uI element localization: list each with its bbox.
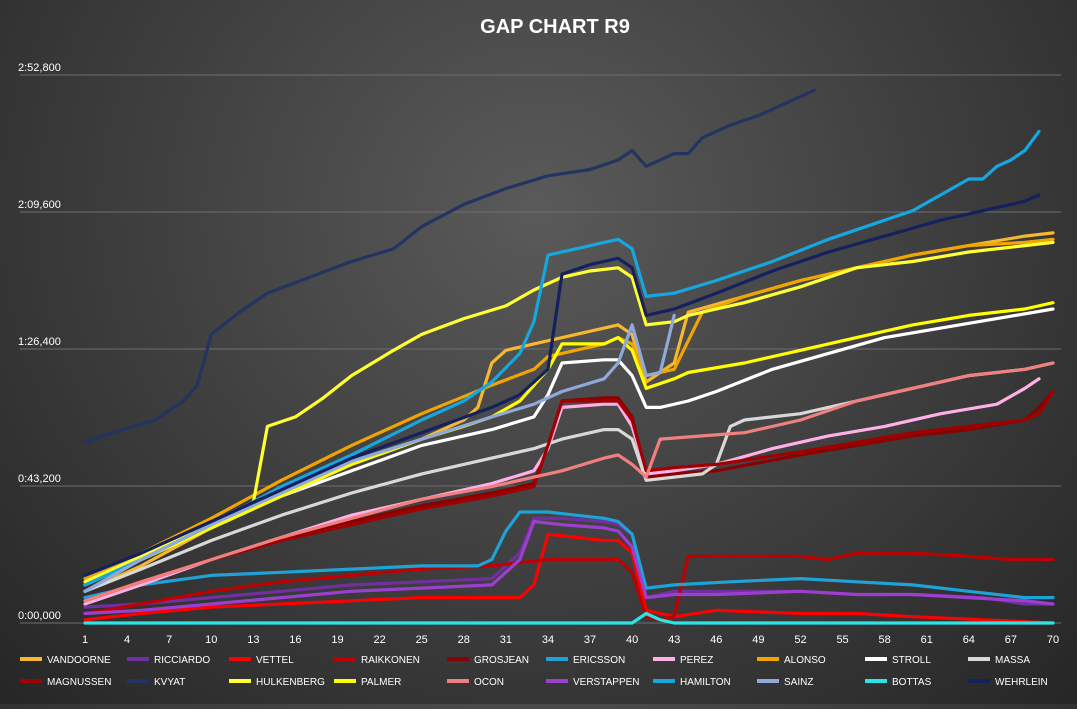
y-tick-label: 2:52,800 bbox=[18, 62, 61, 74]
x-tick-label: 52 bbox=[794, 634, 806, 646]
x-tick-label: 19 bbox=[331, 634, 343, 646]
legend-label: KVYAT bbox=[154, 677, 185, 688]
legend-item-kvyat: KVYAT bbox=[127, 677, 185, 688]
legend-label: HAMILTON bbox=[680, 677, 731, 688]
x-tick-label: 31 bbox=[500, 634, 512, 646]
series-line-verstappen bbox=[83, 519, 1055, 616]
series-line-raikkonen bbox=[83, 551, 1055, 622]
series-line-kvyat bbox=[83, 88, 817, 444]
y-tick-label: 0:43,200 bbox=[18, 473, 61, 485]
legend-item-ocon: OCON bbox=[447, 677, 504, 688]
legend-item-vettel: VETTEL bbox=[229, 655, 294, 666]
legend-label: VETTEL bbox=[256, 655, 294, 666]
legend-label: STROLL bbox=[892, 655, 931, 666]
legend-label: ERICSSON bbox=[573, 655, 625, 666]
series-line-sainz bbox=[83, 313, 676, 593]
legend-label: PEREZ bbox=[680, 655, 713, 666]
x-tick-label: 70 bbox=[1047, 634, 1059, 646]
legend-item-magnussen: MAGNUSSEN bbox=[20, 677, 111, 688]
series-line-alonso bbox=[83, 237, 1055, 581]
legend-item-hulkenberg: HULKENBERG bbox=[229, 677, 325, 688]
x-tick-label: 43 bbox=[668, 634, 680, 646]
legend-item-palmer: PALMER bbox=[334, 677, 401, 688]
y-tick-label: 0:00,000 bbox=[18, 610, 61, 622]
x-tick-label: 4 bbox=[124, 634, 130, 646]
legend-item-raikkonen: RAIKKONEN bbox=[334, 655, 420, 666]
x-tick-label: 13 bbox=[247, 634, 259, 646]
series-line-massa bbox=[83, 361, 1055, 593]
x-tick-label: 22 bbox=[373, 634, 385, 646]
series-line-wehrlein bbox=[83, 193, 1041, 577]
series-line-ericsson bbox=[83, 510, 1055, 600]
legend-item-alonso: ALONSO bbox=[757, 655, 826, 666]
legend-label: ALONSO bbox=[784, 655, 826, 666]
legend-label: WEHRLEIN bbox=[995, 677, 1048, 688]
x-tick-label: 16 bbox=[289, 634, 301, 646]
legend-label: RAIKKONEN bbox=[361, 655, 420, 666]
legend-item-hamilton: HAMILTON bbox=[653, 677, 731, 688]
x-tick-label: 58 bbox=[879, 634, 891, 646]
series-line-hulkenberg bbox=[83, 240, 1055, 584]
x-tick-label: 7 bbox=[166, 634, 172, 646]
x-tick-label: 64 bbox=[963, 634, 975, 646]
legend-label: GROSJEAN bbox=[474, 655, 529, 666]
x-tick-label: 67 bbox=[1005, 634, 1017, 646]
y-axis: 0:00,000 0:43,200 1:26,400 2:09,600 2:52,800 bbox=[18, 62, 61, 622]
series-line-hamilton bbox=[83, 129, 1041, 587]
legend-label: RICCIARDO bbox=[154, 655, 210, 666]
legend-label: MASSA bbox=[995, 655, 1030, 666]
series-layer bbox=[83, 88, 1055, 625]
legend: VANDOORNE RICCIARDO VETTEL RAIKKONEN GROSJEA… bbox=[20, 655, 1048, 688]
legend-label: VANDOORNE bbox=[47, 655, 111, 666]
legend-label: SAINZ bbox=[784, 677, 813, 688]
legend-item-perez: PEREZ bbox=[653, 655, 713, 666]
legend-item-massa: MASSA bbox=[968, 655, 1030, 666]
x-tick-label: 10 bbox=[205, 634, 217, 646]
x-tick-label: 61 bbox=[921, 634, 933, 646]
series-line-bottas bbox=[83, 611, 1055, 625]
chart-title: GAP CHART R9 bbox=[480, 16, 630, 38]
x-axis: 1 4 7 10 13 16 19 22 25 28 31 34 37 40 43 46 49 52 55 58 61 6… bbox=[82, 634, 1059, 646]
x-tick-label: 25 bbox=[416, 634, 428, 646]
legend-item-ericsson: ERICSSON bbox=[546, 655, 625, 666]
series-line-vettel bbox=[83, 532, 1055, 625]
legend-label: HULKENBERG bbox=[256, 677, 325, 688]
series-line-perez bbox=[83, 377, 1041, 606]
series-line-palmer bbox=[83, 301, 1055, 587]
x-tick-label: 49 bbox=[752, 634, 764, 646]
x-tick-label: 1 bbox=[82, 634, 88, 646]
x-tick-label: 55 bbox=[836, 634, 848, 646]
series-line-ocon bbox=[83, 361, 1055, 603]
legend-label: MAGNUSSEN bbox=[47, 677, 111, 688]
legend-item-sainz: SAINZ bbox=[757, 677, 813, 688]
legend-item-stroll: STROLL bbox=[865, 655, 931, 666]
legend-label: VERSTAPPEN bbox=[573, 677, 640, 688]
series-line-magnussen bbox=[83, 389, 1055, 603]
legend-item-wehrlein: WEHRLEIN bbox=[968, 677, 1048, 688]
x-tick-label: 34 bbox=[542, 634, 554, 646]
x-tick-label: 28 bbox=[458, 634, 470, 646]
legend-item-ricciardo: RICCIARDO bbox=[127, 655, 210, 666]
y-tick-label: 1:26,400 bbox=[18, 336, 61, 348]
x-tick-label: 46 bbox=[710, 634, 722, 646]
series-line-grosjean bbox=[83, 389, 1055, 603]
legend-label: BOTTAS bbox=[892, 677, 932, 688]
legend-label: PALMER bbox=[361, 677, 401, 688]
x-tick-label: 37 bbox=[584, 634, 596, 646]
legend-label: OCON bbox=[474, 677, 504, 688]
legend-item-vandoorne: VANDOORNE bbox=[20, 655, 111, 666]
legend-item-bottas: BOTTAS bbox=[865, 677, 932, 688]
y-tick-label: 2:09,600 bbox=[18, 199, 61, 211]
legend-item-verstappen: VERSTAPPEN bbox=[546, 677, 640, 688]
legend-item-grosjean: GROSJEAN bbox=[447, 655, 529, 666]
x-tick-label: 40 bbox=[626, 634, 638, 646]
